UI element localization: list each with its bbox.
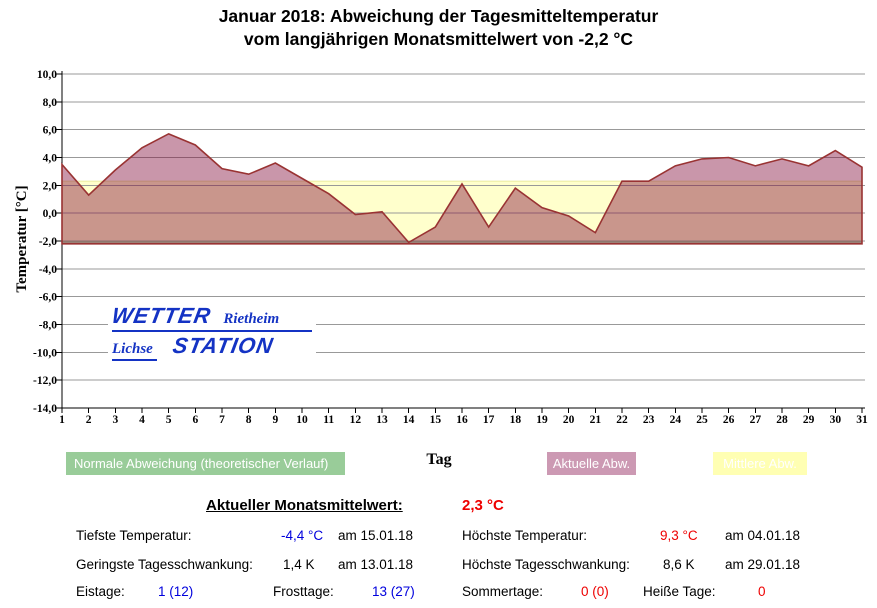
svg-text:25: 25 <box>696 414 708 426</box>
svg-text:19: 19 <box>536 414 548 426</box>
smallest-range-label: Geringste Tagesschwankung: <box>76 557 253 572</box>
svg-text:8: 8 <box>246 414 252 426</box>
largest-range-label: Höchste Tagesschwankung: <box>462 557 630 572</box>
svg-text:3: 3 <box>112 414 118 426</box>
smallest-range-value: 1,4 K <box>283 557 315 572</box>
station-logo-row1: WETTER Rietheim <box>109 303 312 332</box>
logo-word-rietheim: Rietheim <box>223 311 280 327</box>
svg-text:11: 11 <box>323 414 334 426</box>
svg-text:-14,0: -14,0 <box>33 403 57 415</box>
svg-text:8,0: 8,0 <box>43 97 58 109</box>
lowest-temp-value: -4,4 °C <box>281 528 324 543</box>
svg-text:-4,0: -4,0 <box>39 264 57 276</box>
legend-normal-deviation: Normale Abweichung (theoretischer Verlau… <box>66 452 345 475</box>
highest-temp-label: Höchste Temperatur: <box>462 528 588 543</box>
logo-word-lichse: Lichse <box>112 341 157 361</box>
svg-text:13: 13 <box>376 414 388 426</box>
svg-text:0,0: 0,0 <box>43 208 58 220</box>
svg-text:17: 17 <box>483 414 495 426</box>
svg-text:-2,0: -2,0 <box>39 236 57 248</box>
svg-text:22: 22 <box>616 414 628 426</box>
svg-text:20: 20 <box>563 414 575 426</box>
svg-text:29: 29 <box>803 414 815 426</box>
summer-days-label: Sommertage: <box>462 584 544 599</box>
svg-text:4,0: 4,0 <box>43 153 58 165</box>
lowest-temp-label: Tiefste Temperatur: <box>76 528 192 543</box>
svg-text:5: 5 <box>166 414 172 426</box>
svg-text:7: 7 <box>219 414 225 426</box>
largest-range-value: 8,6 K <box>663 557 695 572</box>
chart-title: Januar 2018: Abweichung der Tagesmittelt… <box>0 5 877 51</box>
svg-text:10: 10 <box>296 414 308 426</box>
svg-text:-10,0: -10,0 <box>33 347 57 359</box>
temperature-chart: 10,0 8,0 6,0 4,0 2,0 0,0 -2,0 -4,0 -6,0 -8,0 -10,0… <box>33 69 868 426</box>
svg-text:16: 16 <box>456 414 468 426</box>
chart-title-line2: vom langjährigen Monatsmittelwert von -2… <box>243 29 634 49</box>
svg-text:26: 26 <box>723 414 735 426</box>
svg-text:18: 18 <box>510 414 522 426</box>
legend-mean-deviation: Mittlere Abw. <box>713 452 807 475</box>
summer-days-value: 0 (0) <box>581 584 609 599</box>
svg-text:15: 15 <box>430 414 442 426</box>
ice-days-label: Eistage: <box>76 584 125 599</box>
svg-text:4: 4 <box>139 414 145 426</box>
lowest-temp-date: am 15.01.18 <box>338 528 414 543</box>
svg-text:21: 21 <box>590 414 602 426</box>
svg-text:31: 31 <box>856 414 868 426</box>
svg-text:2: 2 <box>86 414 92 426</box>
largest-range-date: am 29.01.18 <box>725 557 801 572</box>
station-logo-row2: Lichse STATION <box>112 332 312 361</box>
ice-days-value: 1 (12) <box>158 584 194 599</box>
frost-days-value: 13 (27) <box>372 584 415 599</box>
svg-text:28: 28 <box>776 414 788 426</box>
svg-text:6,0: 6,0 <box>43 125 58 137</box>
highest-temp-value: 9,3 °C <box>660 528 698 543</box>
svg-text:10,0: 10,0 <box>37 69 57 81</box>
svg-text:14: 14 <box>403 414 415 426</box>
mean-deviation-band <box>61 180 863 245</box>
monthly-mean-label: Aktueller Monatsmittelwert: <box>206 497 403 514</box>
svg-text:23: 23 <box>643 414 655 426</box>
svg-text:9: 9 <box>272 414 278 426</box>
svg-text:-8,0: -8,0 <box>39 320 57 332</box>
logo-word-station: STATION <box>171 333 276 358</box>
svg-text:27: 27 <box>750 414 762 426</box>
svg-text:12: 12 <box>350 414 362 426</box>
logo-word-wetter: WETTER <box>109 303 214 328</box>
x-axis-title: Tag <box>426 451 452 468</box>
monthly-mean-value: 2,3 °C <box>462 497 504 514</box>
frost-days-label: Frosttage: <box>273 584 334 599</box>
actual-deviation-area <box>61 132 863 245</box>
svg-text:-6,0: -6,0 <box>39 292 57 304</box>
svg-text:2,0: 2,0 <box>43 180 58 192</box>
station-logo: WETTER Rietheim Lichse STATION <box>108 302 316 361</box>
chart-title-line1: Januar 2018: Abweichung der Tagesmittelt… <box>218 6 659 26</box>
svg-text:1: 1 <box>59 414 65 426</box>
svg-text:-12,0: -12,0 <box>33 375 57 387</box>
hot-days-value: 0 <box>758 584 766 599</box>
svg-text:24: 24 <box>670 414 682 426</box>
highest-temp-date: am 04.01.18 <box>725 528 801 543</box>
hot-days-label: Heiße Tage: <box>643 584 716 599</box>
svg-text:6: 6 <box>192 414 198 426</box>
smallest-range-date: am 13.01.18 <box>338 557 414 572</box>
legend-actual-deviation: Aktuelle Abw. <box>547 452 636 475</box>
svg-text:30: 30 <box>830 414 842 426</box>
gridlines-and-axes: 10,0 8,0 6,0 4,0 2,0 0,0 -2,0 -4,0 -6,0 -8,0 -10,0… <box>33 69 868 426</box>
